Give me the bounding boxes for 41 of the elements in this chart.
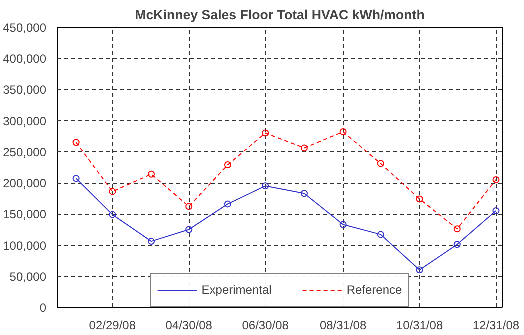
point xyxy=(300,190,308,198)
legend-label: Reference xyxy=(346,283,402,297)
point xyxy=(340,128,347,136)
y-tick-label: 300,000 xyxy=(3,114,47,128)
point xyxy=(148,170,156,178)
x-tick-label: 10/31/08 xyxy=(396,318,444,332)
point xyxy=(186,203,193,210)
x-tick-label: 12/31/08 xyxy=(472,318,520,332)
y-tick-label: 0 xyxy=(40,301,47,315)
point xyxy=(262,130,270,137)
y-tick-label: 150,000 xyxy=(3,208,47,222)
point xyxy=(340,221,347,228)
y-tick-label: 450,000 xyxy=(3,21,47,35)
x-tick-label: 06/30/08 xyxy=(242,318,290,332)
point xyxy=(377,231,384,238)
point xyxy=(109,188,116,196)
point xyxy=(186,226,193,234)
y-tick-label: 250,000 xyxy=(3,145,47,160)
point xyxy=(416,196,424,203)
point xyxy=(454,226,461,233)
y-tick-label: 50,000 xyxy=(10,270,47,284)
x-tick-label: 02/29/08 xyxy=(89,318,136,332)
y-tick-label: 200,000 xyxy=(3,176,47,191)
point xyxy=(262,182,270,190)
point xyxy=(72,139,80,146)
point xyxy=(300,144,308,152)
point xyxy=(454,241,461,248)
point xyxy=(492,176,500,184)
point xyxy=(377,160,384,168)
point xyxy=(224,162,232,169)
point xyxy=(148,238,156,246)
x-tick-label: 04/30/08 xyxy=(166,318,213,332)
chart-title: McKinney Sales Floor Total HVAC kWh/month xyxy=(135,8,425,22)
point xyxy=(416,266,424,274)
y-tick-label: 100,000 xyxy=(3,238,47,253)
x-tick-label: 08/31/08 xyxy=(320,318,367,332)
point xyxy=(224,200,232,208)
y-tick-label: 400,000 xyxy=(3,52,47,66)
legend-label: Experimental xyxy=(202,283,272,297)
point xyxy=(109,211,116,218)
y-tick-label: 350,000 xyxy=(3,83,47,98)
